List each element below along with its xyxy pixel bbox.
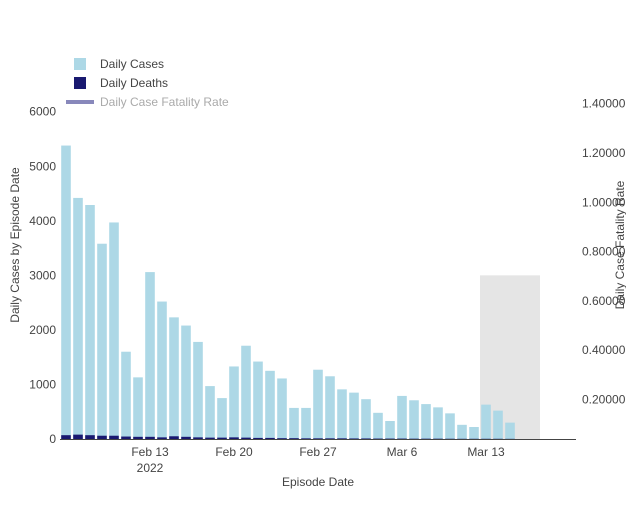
daily-cases-bar[interactable] — [433, 407, 443, 439]
daily-cases-bars — [61, 146, 515, 439]
daily-deaths-bar[interactable] — [325, 438, 335, 439]
daily-deaths-bar[interactable] — [289, 438, 299, 439]
y2-axis-title: Daily Case Fatality Rate — [613, 180, 626, 309]
daily-cases-bar[interactable] — [133, 377, 143, 439]
legend-item-daily-cases[interactable]: Daily Cases — [74, 57, 164, 71]
daily-cases-bar[interactable] — [349, 393, 359, 439]
daily-cases-bar[interactable] — [169, 317, 179, 439]
daily-deaths-bar[interactable] — [217, 438, 227, 439]
x-axis-ticks: Feb 13 2022 Feb 20 Feb 27 Mar 6 Mar 13 — [131, 445, 505, 475]
daily-deaths-bar[interactable] — [205, 438, 215, 439]
y2-tick-label: 0.20000 — [582, 393, 626, 407]
y-tick-label: 5000 — [29, 159, 56, 173]
daily-deaths-bar[interactable] — [253, 438, 263, 439]
daily-cases-bar[interactable] — [217, 398, 227, 439]
daily-cases-bar[interactable] — [157, 302, 167, 439]
daily-cases-bar[interactable] — [85, 205, 95, 439]
daily-cases-bar[interactable] — [313, 370, 323, 439]
daily-deaths-bar[interactable] — [73, 435, 83, 439]
y-axis-ticks: 0 1000 2000 3000 4000 5000 6000 — [29, 105, 56, 446]
legend-item-daily-deaths[interactable]: Daily Deaths — [74, 76, 168, 90]
daily-deaths-bar[interactable] — [349, 438, 359, 439]
y2-tick-label: 0.40000 — [582, 343, 626, 357]
daily-deaths-bar[interactable] — [337, 438, 347, 439]
x-tick-sublabel: 2022 — [137, 461, 164, 475]
daily-cases-bar[interactable] — [301, 408, 311, 439]
daily-deaths-bar[interactable] — [61, 435, 71, 439]
y-axis-title: Daily Cases by Episode Date — [8, 167, 22, 323]
legend-item-daily-case-fatality-rate[interactable]: Daily Case Fatality Rate — [66, 95, 229, 109]
x-tick-label: Feb 13 — [131, 445, 169, 459]
daily-deaths-bar[interactable] — [145, 437, 155, 439]
daily-deaths-bar[interactable] — [265, 438, 275, 439]
daily-deaths-bar[interactable] — [157, 437, 167, 439]
daily-cases-bar[interactable] — [181, 326, 191, 439]
legend-label-daily-deaths: Daily Deaths — [100, 76, 168, 90]
daily-deaths-bar[interactable] — [97, 436, 107, 439]
daily-deaths-bar[interactable] — [229, 437, 239, 439]
daily-cases-bar[interactable] — [241, 346, 251, 439]
daily-cases-bar[interactable] — [421, 404, 431, 439]
daily-deaths-bar[interactable] — [169, 436, 179, 439]
daily-cases-bar[interactable] — [325, 376, 335, 439]
daily-cases-bar[interactable] — [505, 423, 515, 439]
daily-cases-bar[interactable] — [61, 146, 71, 439]
daily-deaths-bar[interactable] — [193, 437, 203, 439]
x-tick-label: Feb 27 — [299, 445, 337, 459]
daily-cases-bar[interactable] — [289, 408, 299, 439]
daily-cases-bar[interactable] — [481, 405, 491, 439]
daily-cases-bar[interactable] — [409, 400, 419, 439]
daily-cases-bar[interactable] — [385, 421, 395, 439]
daily-cases-bar[interactable] — [397, 396, 407, 439]
daily-cases-bar[interactable] — [205, 386, 215, 439]
legend-swatch-daily-deaths — [74, 77, 86, 89]
daily-deaths-bar[interactable] — [133, 437, 143, 439]
legend-label-daily-case-fatality-rate: Daily Case Fatality Rate — [100, 95, 229, 109]
y-tick-label: 4000 — [29, 214, 56, 228]
y-tick-label: 2000 — [29, 323, 56, 337]
daily-deaths-bar[interactable] — [85, 435, 95, 439]
daily-cases-bar[interactable] — [121, 352, 131, 439]
daily-cases-bar[interactable] — [193, 342, 203, 439]
daily-cases-bar[interactable] — [445, 413, 455, 439]
x-tick-label: Mar 13 — [467, 445, 505, 459]
daily-deaths-bar[interactable] — [301, 438, 311, 439]
daily-cases-bar[interactable] — [277, 378, 287, 439]
legend-label-daily-cases: Daily Cases — [100, 57, 164, 71]
daily-deaths-bar[interactable] — [313, 438, 323, 439]
daily-deaths-bar[interactable] — [241, 438, 251, 439]
y2-tick-label: 1.20000 — [582, 146, 626, 160]
daily-cases-bar[interactable] — [493, 411, 503, 439]
daily-cases-bar[interactable] — [109, 222, 119, 439]
legend-swatch-daily-cases — [74, 58, 86, 70]
daily-deaths-bar[interactable] — [361, 438, 371, 439]
daily-cases-bar[interactable] — [469, 427, 479, 439]
y-tick-label: 1000 — [29, 377, 56, 391]
daily-cases-bar[interactable] — [253, 362, 263, 439]
x-tick-label: Mar 6 — [387, 445, 418, 459]
y-tick-label: 0 — [49, 432, 56, 446]
daily-deaths-bar[interactable] — [109, 436, 119, 439]
daily-deaths-bar[interactable] — [121, 437, 131, 439]
daily-cases-bar[interactable] — [337, 389, 347, 439]
daily-cases-bar[interactable] — [361, 399, 371, 439]
daily-cases-bar[interactable] — [457, 425, 467, 439]
legend: Daily Cases Daily Deaths Daily Case Fata… — [66, 57, 229, 109]
y-tick-label: 3000 — [29, 268, 56, 282]
x-tick-label: Feb 20 — [215, 445, 253, 459]
daily-deaths-bar[interactable] — [277, 438, 287, 439]
daily-cases-bar[interactable] — [97, 244, 107, 439]
y2-tick-label: 1.40000 — [582, 97, 626, 111]
daily-cases-bar[interactable] — [265, 371, 275, 439]
y-tick-label: 6000 — [29, 105, 56, 119]
daily-cases-bar[interactable] — [73, 198, 83, 439]
x-axis-title: Episode Date — [282, 475, 354, 489]
daily-cases-bar[interactable] — [145, 272, 155, 439]
daily-cases-bar[interactable] — [373, 413, 383, 439]
daily-deaths-bar[interactable] — [181, 437, 191, 439]
daily-cases-bar[interactable] — [229, 366, 239, 439]
